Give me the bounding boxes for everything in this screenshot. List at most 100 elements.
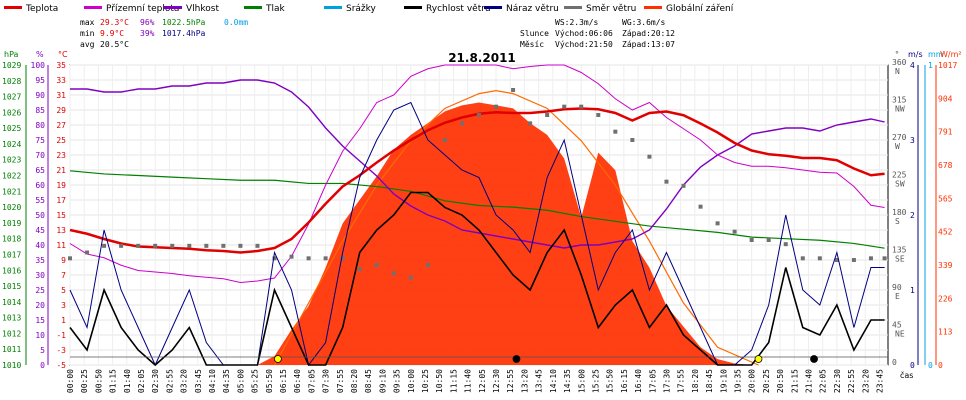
dir-tick-label: SW (895, 180, 905, 189)
axis-unit-hpa: hPa (4, 50, 19, 59)
hpa-tick: 1025 (2, 124, 21, 133)
wind-direction-point (119, 243, 124, 248)
time-tick: 10:00 (407, 369, 416, 393)
hpa-tick: 1028 (2, 77, 21, 86)
wind-direction-point (664, 179, 669, 184)
radiation-tick: 904 (938, 94, 953, 103)
axis-unit-temp: °C (58, 50, 68, 59)
wind-direction-point (289, 254, 294, 259)
time-tick: 00:25 (80, 369, 89, 393)
axis-unit-rain: mm (928, 50, 944, 59)
radiation-tick: 339 (938, 261, 953, 270)
legend-temperature: Teplota (25, 4, 58, 14)
radiation-tick: 1017 (938, 61, 957, 70)
time-tick: 01:40 (123, 369, 132, 393)
wind-direction-point (528, 121, 533, 126)
legend-swatch-wind-speed (404, 6, 422, 9)
temp-tick: 3 (61, 301, 66, 310)
radiation-tick: 565 (938, 194, 953, 203)
pct-tick: 55 (35, 196, 45, 205)
pct-tick: 100 (31, 61, 46, 70)
temp-tick: 13 (56, 226, 66, 235)
wind-direction-point (340, 256, 345, 261)
stats-min-label: min (80, 29, 95, 38)
time-tick: 17:30 (662, 369, 671, 393)
time-tick: 19:10 (719, 369, 728, 393)
time-tick: 10:50 (435, 369, 444, 393)
time-tick: 09:35 (393, 369, 402, 393)
wind-direction-point (68, 256, 72, 261)
legend-wind-gust: Náraz větru (506, 4, 559, 14)
info-moon-rise: Východ:21:50 (555, 40, 613, 49)
temp-tick: 15 (56, 211, 66, 220)
legend-swatch-ground-temp (84, 6, 102, 9)
time-tick: 00:50 (94, 369, 103, 393)
hpa-tick: 1027 (2, 93, 21, 102)
pct-tick: 15 (35, 316, 45, 325)
time-tick: 23:20 (861, 369, 870, 393)
dir-tick-label: N (895, 67, 900, 76)
axis-unit-deg: ° (895, 50, 899, 59)
chart-title: 21.8.2011 (448, 51, 516, 65)
hpa-tick: 1023 (2, 156, 21, 165)
sunrise-marker (274, 355, 282, 363)
time-tick: 04:10 (208, 369, 217, 393)
legend-swatch-temperature (4, 6, 22, 9)
dir-tick: 315 (892, 96, 907, 105)
time-tick: 06:40 (293, 369, 302, 393)
info-sun-rise: Východ:06:06 (555, 29, 613, 38)
time-tick: 14:35 (563, 369, 572, 393)
wind-direction-point (85, 250, 90, 255)
hpa-tick: 1021 (2, 187, 21, 196)
hpa-tick: 1029 (2, 61, 21, 70)
wind-direction-point (221, 243, 226, 248)
time-tick: 03:20 (180, 369, 189, 393)
radiation-tick: 226 (938, 294, 953, 303)
wind-direction-point (783, 242, 788, 247)
time-tick: 22:05 (819, 369, 828, 393)
series-radiation-area (70, 102, 888, 365)
plot-area (68, 64, 889, 367)
legend: Teplota Přízemní teplota Vlhkost Tlak Sr… (4, 4, 734, 14)
pct-tick: 0 (40, 361, 45, 370)
wind-direction-point (834, 258, 839, 262)
wind-direction-point (442, 138, 447, 142)
temp-tick: 7 (61, 271, 66, 280)
info-sun-label: Slunce (520, 29, 549, 38)
info-sun-set: Západ:20:12 (622, 29, 675, 38)
temp-tick: 11 (56, 241, 66, 250)
hpa-tick: 1015 (2, 282, 21, 291)
series-wind-gust (69, 101, 885, 367)
dir-tick-label: S (895, 217, 900, 226)
time-tick: 17:05 (648, 369, 657, 393)
wind-direction-point (408, 275, 413, 280)
stats-avg-temp: 20.5°C (100, 40, 129, 49)
pct-tick: 10 (35, 331, 45, 340)
wind-direction-point (153, 243, 158, 248)
stats-min-press: 1017.4hPa (162, 29, 206, 38)
wind-direction-point (425, 263, 430, 267)
info-wg: WG:3.6m/s (622, 18, 666, 27)
temp-tick: 29 (56, 106, 66, 115)
series-ground-temperature (69, 64, 885, 284)
dir-tick-label: SE (895, 255, 905, 264)
time-tick: 19:35 (733, 369, 742, 393)
pct-tick: 5 (40, 346, 45, 355)
wind-direction-point (102, 243, 107, 248)
wind-direction-point (647, 154, 652, 159)
wind-direction-point (851, 258, 856, 262)
pct-tick: 60 (35, 181, 45, 190)
hpa-tick: 1013 (2, 314, 21, 323)
dir-tick: 90 (892, 283, 902, 292)
pct-tick: 30 (35, 271, 45, 280)
info-moon-label: Měsíc (520, 40, 544, 49)
dir-tick: 135 (892, 246, 907, 255)
wind-direction-point (272, 256, 277, 261)
temp-tick: -1 (56, 331, 66, 340)
wind-direction-point (630, 138, 635, 142)
axis-x-label: čas (900, 370, 913, 380)
time-tick: 18:45 (705, 369, 714, 393)
temp-tick: 27 (56, 121, 66, 130)
hpa-tick: 1018 (2, 235, 21, 244)
